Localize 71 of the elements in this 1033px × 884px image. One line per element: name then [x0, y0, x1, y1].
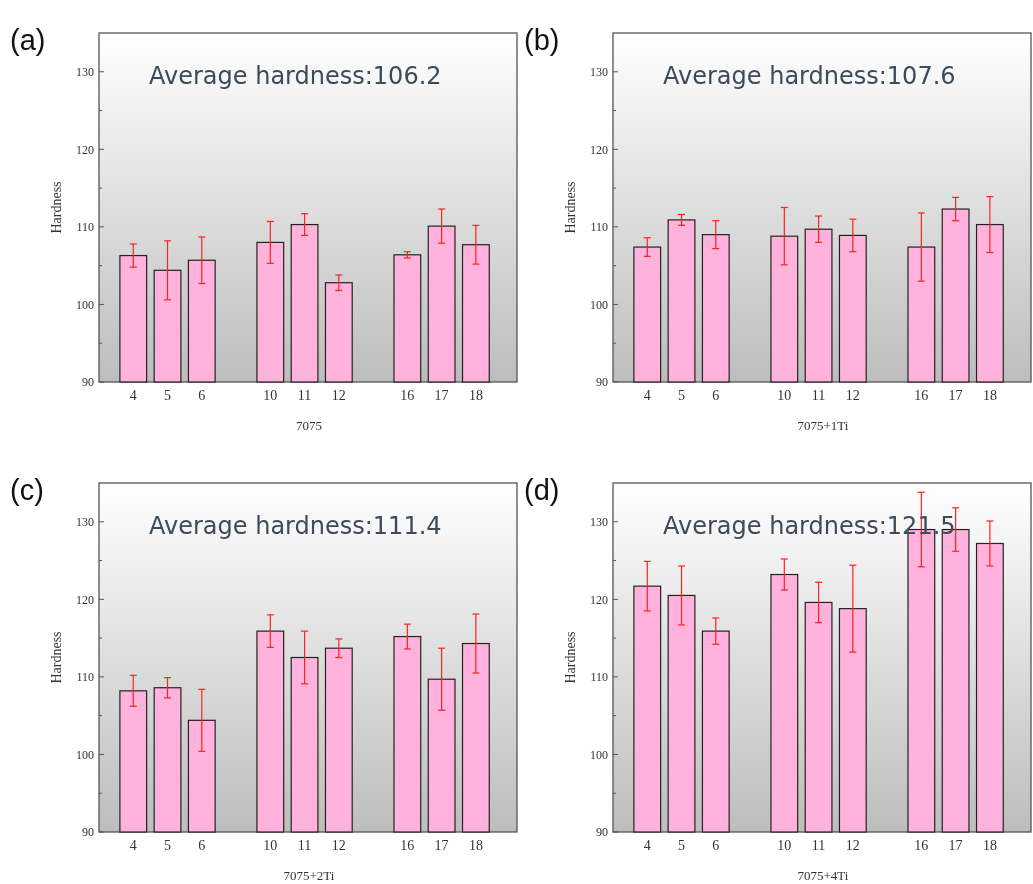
annotation: Average hardness:111.4: [149, 512, 442, 540]
x-tick-label: 4: [643, 838, 651, 853]
x-tick-label: 6: [198, 388, 206, 403]
chart-title: (a): [10, 24, 46, 56]
x-tick-label: 11: [297, 388, 312, 403]
x-tick-label: 5: [164, 838, 172, 853]
x-tick-label: 4: [129, 838, 137, 853]
y-tick-label: 90: [596, 375, 608, 390]
chart-title: (b): [524, 24, 560, 56]
y-tick-label: 90: [82, 375, 94, 390]
y-tick-label: 110: [76, 220, 94, 235]
x-tick-label: 5: [164, 388, 172, 403]
y-axis-title: Hardness: [563, 181, 578, 234]
x-tick-label: 17: [948, 388, 963, 403]
chart-title: (d): [524, 474, 560, 506]
x-tick-label: 16: [914, 388, 929, 403]
y-tick-label: 110: [76, 670, 94, 685]
x-tick-label: 11: [811, 388, 826, 403]
x-tick-label: 12: [331, 388, 346, 403]
y-tick-label: 130: [590, 514, 608, 529]
x-tick-label: 17: [434, 388, 449, 403]
x-tick-label: 18: [982, 838, 997, 853]
x-tick-label: 18: [468, 838, 483, 853]
x-tick-label: 17: [948, 838, 963, 853]
x-tick-label: 12: [331, 838, 346, 853]
y-tick-label: 100: [76, 297, 94, 312]
x-tick-label: 10: [263, 388, 278, 403]
y-tick-label: 100: [590, 747, 608, 762]
x-tick-label: 18: [982, 388, 997, 403]
x-tick-label: 5: [678, 838, 686, 853]
chart-title: (c): [10, 474, 44, 506]
y-axis-title: Hardness: [563, 631, 578, 684]
x-axis-title: 7075: [296, 418, 322, 433]
annotation: Average hardness:106.2: [149, 62, 442, 90]
x-axis-title: 7075+4Ti: [797, 868, 849, 883]
y-tick-label: 120: [76, 142, 94, 157]
y-tick-label: 100: [76, 747, 94, 762]
x-axis-title: 7075+2Ti: [283, 868, 335, 883]
y-tick-label: 120: [76, 592, 94, 607]
x-tick-label: 16: [400, 388, 415, 403]
x-tick-label: 12: [845, 838, 860, 853]
y-tick-label: 120: [590, 142, 608, 157]
y-tick-label: 130: [76, 64, 94, 79]
x-tick-label: 12: [845, 388, 860, 403]
annotation: Average hardness:107.6: [663, 62, 956, 90]
y-tick-label: 90: [596, 825, 608, 840]
x-tick-label: 10: [777, 388, 792, 403]
y-tick-label: 130: [590, 64, 608, 79]
x-tick-label: 11: [811, 838, 826, 853]
x-axis-title: 7075+1Ti: [797, 418, 849, 433]
x-tick-label: 17: [434, 838, 449, 853]
y-tick-label: 100: [590, 297, 608, 312]
x-tick-label: 5: [678, 388, 686, 403]
x-tick-label: 4: [129, 388, 137, 403]
x-tick-label: 11: [297, 838, 312, 853]
x-tick-label: 6: [712, 388, 720, 403]
x-tick-label: 6: [198, 838, 206, 853]
x-tick-label: 16: [914, 838, 929, 853]
x-tick-label: 10: [263, 838, 278, 853]
y-tick-label: 130: [76, 514, 94, 529]
x-tick-label: 10: [777, 838, 792, 853]
y-tick-label: 110: [590, 670, 608, 685]
x-tick-label: 16: [400, 838, 415, 853]
y-axis-title: Hardness: [49, 181, 64, 234]
y-tick-label: 90: [82, 825, 94, 840]
y-tick-label: 110: [590, 220, 608, 235]
x-tick-label: 18: [468, 388, 483, 403]
x-tick-label: 4: [643, 388, 651, 403]
x-tick-label: 6: [712, 838, 720, 853]
y-axis-title: Hardness: [49, 631, 64, 684]
y-tick-label: 120: [590, 592, 608, 607]
